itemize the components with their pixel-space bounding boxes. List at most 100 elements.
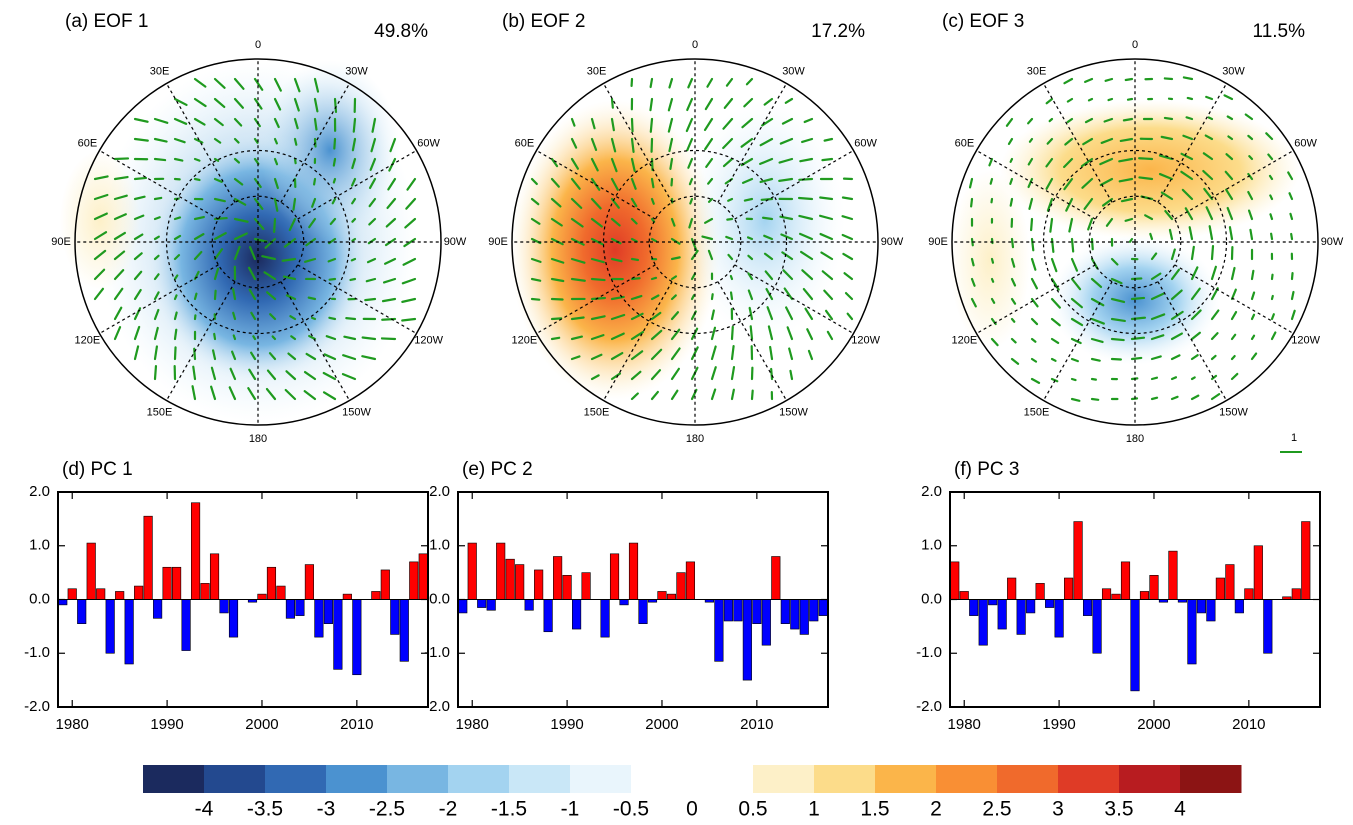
bar xyxy=(1139,591,1150,600)
wind-vector xyxy=(1084,117,1094,124)
wind-vector xyxy=(1065,197,1074,212)
wind-vector xyxy=(261,255,277,261)
wind-vector xyxy=(342,354,357,361)
wind-vector xyxy=(293,77,301,93)
wind-vector xyxy=(273,177,279,190)
wind-vector xyxy=(1158,154,1174,161)
wind-vector xyxy=(173,234,182,241)
wind-vector xyxy=(253,157,260,165)
meridian xyxy=(717,281,788,401)
bar xyxy=(124,599,134,665)
panel-title: (b) EOF 2 xyxy=(502,11,585,32)
wind-vector xyxy=(1090,317,1105,325)
wind-vector xyxy=(325,335,337,341)
shade xyxy=(1000,100,1300,240)
lon-label: 90W xyxy=(881,236,904,248)
wind-vector xyxy=(630,330,644,341)
wind-vector xyxy=(213,197,226,203)
wind-vector xyxy=(1227,135,1234,141)
wind-vector xyxy=(1104,77,1114,82)
colorbar-label: -2.5 xyxy=(369,798,405,821)
colorbar-box xyxy=(1119,765,1181,793)
wind-vector xyxy=(264,237,277,249)
wind-vector xyxy=(729,274,734,281)
wind-vector xyxy=(322,391,337,401)
wind-vector xyxy=(650,237,658,243)
meridian xyxy=(280,281,351,401)
wind-vector xyxy=(1107,97,1114,102)
wind-vector xyxy=(1290,271,1294,281)
wind-vector xyxy=(650,311,662,321)
wind-vector xyxy=(1090,337,1104,344)
wind-vector xyxy=(630,117,634,133)
wind-vector xyxy=(1099,177,1114,187)
wind-vector xyxy=(1163,77,1174,81)
wind-vector xyxy=(349,277,357,282)
wind-vector xyxy=(293,117,299,130)
wind-vector xyxy=(93,268,106,281)
bar xyxy=(752,599,762,624)
wind-vector xyxy=(287,352,297,361)
wind-vector xyxy=(383,257,397,265)
wind-vector xyxy=(1269,194,1274,201)
bar xyxy=(380,569,390,600)
wind-vector xyxy=(1110,257,1119,266)
wind-vector xyxy=(670,275,678,281)
wind-vector xyxy=(630,312,644,321)
wind-vector xyxy=(1158,172,1174,181)
wind-vector xyxy=(1287,171,1294,181)
wind-vector xyxy=(590,296,607,301)
wind-vector xyxy=(797,196,814,201)
lon-label: 150W xyxy=(342,407,371,419)
wind-vector xyxy=(333,137,337,150)
wind-vector xyxy=(211,349,217,361)
bar xyxy=(409,561,419,600)
lon-label: 150W xyxy=(1219,407,1248,419)
wind-vector xyxy=(530,197,540,206)
meridian xyxy=(717,83,788,203)
wind-vector xyxy=(113,175,129,181)
bar xyxy=(323,599,333,624)
wind-vector xyxy=(268,352,277,361)
wind-vector xyxy=(710,366,717,381)
wind-vector xyxy=(1170,354,1181,361)
wind-vector xyxy=(650,348,663,361)
wind-vector xyxy=(313,117,318,131)
bar xyxy=(257,593,267,600)
x-tick-label: 2010 xyxy=(340,716,373,733)
wind-vector xyxy=(722,137,734,150)
wind-vector xyxy=(173,117,188,125)
wind-vector xyxy=(1118,177,1134,183)
wind-vector xyxy=(1210,354,1217,361)
wind-vector xyxy=(806,328,814,341)
wind-vector xyxy=(1288,192,1294,201)
map-border xyxy=(951,58,1319,426)
wind-vector xyxy=(1138,176,1154,181)
wind-vector xyxy=(401,297,417,303)
meridian xyxy=(734,264,854,335)
wind-vector xyxy=(1009,197,1014,207)
wind-vector xyxy=(610,137,617,153)
wind-vector xyxy=(550,257,565,264)
wind-vector xyxy=(630,277,641,281)
wind-vector xyxy=(1126,97,1134,101)
wind-vector xyxy=(1226,206,1234,221)
wind-vector xyxy=(746,236,754,241)
wind-vector xyxy=(769,345,774,361)
y-tick-label: 1.0 xyxy=(921,537,942,554)
meridian xyxy=(99,264,219,335)
wind-vector xyxy=(783,287,794,301)
wind-vector xyxy=(670,256,681,261)
wind-vector xyxy=(668,137,674,153)
bar xyxy=(771,556,781,600)
wind-vector xyxy=(1228,226,1234,241)
bar xyxy=(761,599,771,646)
wind-vector xyxy=(722,117,734,130)
bar xyxy=(162,566,172,600)
wind-vector xyxy=(1090,357,1101,362)
wind-vector xyxy=(610,351,624,361)
meridian xyxy=(1042,281,1113,401)
wind-vector xyxy=(113,213,127,221)
bar xyxy=(1120,561,1131,600)
wind-vector xyxy=(730,366,736,381)
